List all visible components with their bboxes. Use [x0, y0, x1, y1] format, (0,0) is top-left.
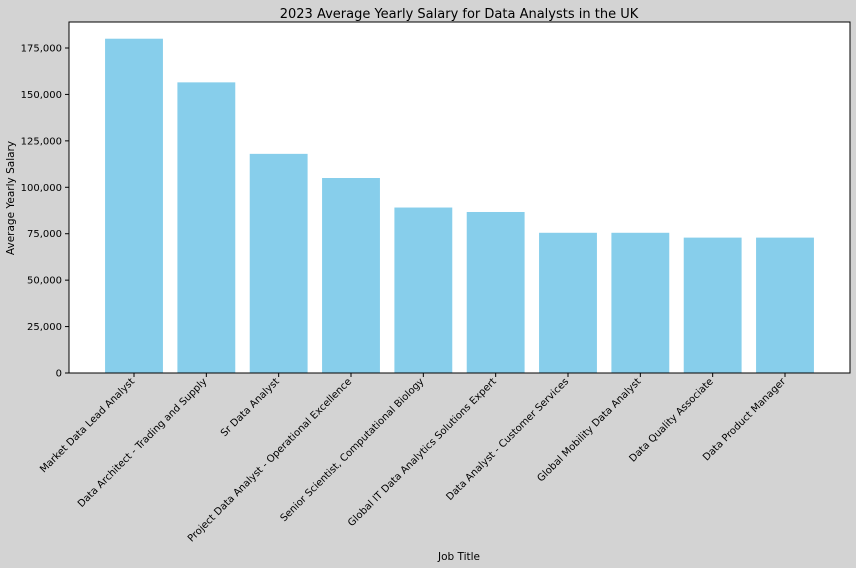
bar — [177, 82, 236, 373]
bar — [322, 178, 380, 373]
y-tick-label: 50,000 — [27, 276, 62, 287]
bar — [394, 207, 453, 373]
y-axis-label: Average Yearly Salary — [5, 141, 17, 255]
chart-title: 2023 Average Yearly Salary for Data Anal… — [280, 7, 639, 22]
y-tick-label: 125,000 — [21, 136, 62, 147]
bars — [105, 38, 814, 373]
y-tick-label: 175,000 — [21, 44, 62, 55]
bar — [466, 211, 525, 373]
bar — [539, 232, 597, 373]
bar — [105, 38, 163, 373]
y-axis: 0 25,000 50,000 75,000 100,000 125,000 150,000… — [21, 44, 69, 380]
y-tick-label: 150,000 — [21, 90, 62, 101]
y-tick-label: 100,000 — [21, 183, 62, 194]
bar — [683, 237, 742, 373]
bar — [611, 232, 670, 373]
y-tick-label: 25,000 — [27, 322, 62, 333]
y-tick-label: 0 — [56, 369, 62, 380]
y-tick-label: 75,000 — [27, 229, 62, 240]
x-axis-label: Job Title — [437, 551, 480, 563]
plot-frame — [68, 21, 851, 374]
bar — [249, 153, 308, 373]
bar — [756, 237, 814, 373]
